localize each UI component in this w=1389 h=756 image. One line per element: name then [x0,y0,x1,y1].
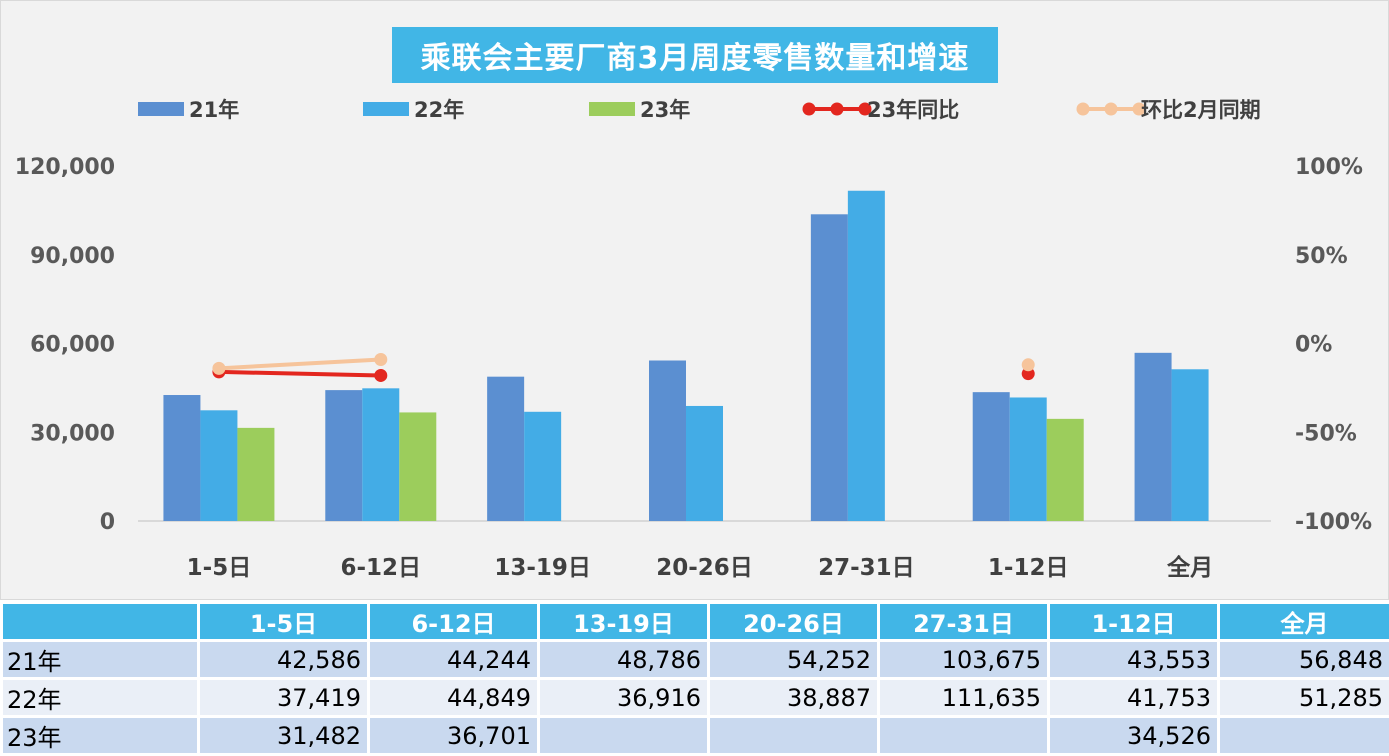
bar-22-6 [1172,369,1209,521]
y2-tick-label: 0% [1295,333,1332,358]
bar-21-1 [325,390,362,521]
legend-swatch-23 [589,102,635,116]
table-header-cell: 1-5日 [199,603,369,641]
table-row: 21年 42,586 44,244 48,786 54,252 103,675 … [2,641,1389,679]
point-2-5 [1022,358,1035,371]
table-header-cell: 27-31日 [879,603,1049,641]
table-cell [879,717,1049,755]
bar-23-5 [1047,419,1084,521]
y-tick-label: 30,000 [30,421,115,446]
y2-tick-label: -50% [1295,421,1357,446]
table-cell: 37,419 [199,679,369,717]
table-cell: 31,482 [199,717,369,755]
table-cell: 36,916 [539,679,709,717]
table-cell: 43,553 [1049,641,1219,679]
chart-svg: 21年 22年 23年 23年同比 环比2月同期 0 30,000 60,000 90,000… [1,1,1388,599]
table-cell: 38,887 [709,679,879,717]
table-header-cell: 20-26日 [709,603,879,641]
table-cell: 103,675 [879,641,1049,679]
point-23-1 [374,369,387,382]
legend-label: 23年 [640,98,690,122]
legend-label: 22年 [414,98,464,122]
legend-label: 21年 [189,98,239,122]
bar-22-3 [686,406,723,521]
table-cell [539,717,709,755]
data-table: 1-5日 6-12日 13-19日 20-26日 27-31日 1-12日 全月… [0,601,1389,756]
bar-22-4 [848,191,885,521]
bars [163,191,1208,521]
bar-21-4 [811,214,848,521]
table-cell: 34,526 [1049,717,1219,755]
table-header-cell: 全月 [1219,603,1389,641]
legend-marker-2 [1105,103,1118,116]
table-row-label: 21年 [2,641,199,679]
y-tick-label: 120,000 [15,155,115,180]
bar-21-0 [163,395,200,521]
y-tick-label: 90,000 [30,244,115,269]
table-cell [1219,717,1389,755]
point-2-1 [374,353,387,366]
table-header-cell: 1-12日 [1049,603,1219,641]
table-cell: 51,285 [1219,679,1389,717]
bar-22-0 [200,410,237,521]
bar-23-1 [399,412,436,521]
legend-swatch-21 [138,102,184,116]
y-tick-label: 60,000 [30,333,115,358]
table-cell: 111,635 [879,679,1049,717]
bar-22-1 [362,388,399,521]
bar-22-5 [1010,397,1047,521]
bar-21-3 [649,361,686,521]
table-row-label: 22年 [2,679,199,717]
table-header-cell [2,603,199,641]
legend-marker-23 [831,103,844,116]
table-cell [709,717,879,755]
legend-swatch-22 [363,102,409,116]
x-tick-label: 27-31日 [818,555,915,581]
y2-tick-label: 50% [1295,244,1348,269]
table-cell: 44,849 [369,679,539,717]
x-tick-label: 1-12日 [988,555,1069,581]
table-cell: 42,586 [199,641,369,679]
table-cell: 36,701 [369,717,539,755]
table-header-cell: 13-19日 [539,603,709,641]
y2-tick-label: -100% [1295,510,1372,535]
lines [212,353,1034,382]
legend: 21年 22年 23年 23年同比 环比2月同期 [138,98,1261,122]
bar-21-2 [487,377,524,521]
table-cell: 41,753 [1049,679,1219,717]
legend-marker-2 [1077,103,1090,116]
table-row-label: 23年 [2,717,199,755]
legend-label: 23年同比 [867,98,959,122]
table-cell: 48,786 [539,641,709,679]
legend-label: 环比2月同期 [1141,98,1261,122]
table-header-row: 1-5日 6-12日 13-19日 20-26日 27-31日 1-12日 全月 [2,603,1389,641]
table-header-cell: 6-12日 [369,603,539,641]
x-tick-label: 6-12日 [341,555,422,581]
x-tick-label: 20-26日 [656,555,753,581]
legend-marker-23 [803,103,816,116]
bar-21-5 [973,392,1010,521]
point-2-0 [212,362,225,375]
bar-23-0 [237,428,274,521]
bar-21-6 [1135,353,1172,521]
table-row: 22年 37,419 44,849 36,916 38,887 111,635 … [2,679,1389,717]
table-cell: 44,244 [369,641,539,679]
x-tick-label: 1-5日 [187,555,252,581]
line-segment-23 [219,372,381,376]
y2-tick-label: 100% [1295,155,1363,180]
y-tick-label: 0 [100,510,115,535]
x-tick-label: 13-19日 [494,555,591,581]
table-cell: 54,252 [709,641,879,679]
table-row: 23年 31,482 36,701 34,526 [2,717,1389,755]
bar-22-2 [524,412,561,521]
x-tick-label: 全月 [1166,554,1213,581]
table-cell: 56,848 [1219,641,1389,679]
line-segment-2 [219,359,381,368]
